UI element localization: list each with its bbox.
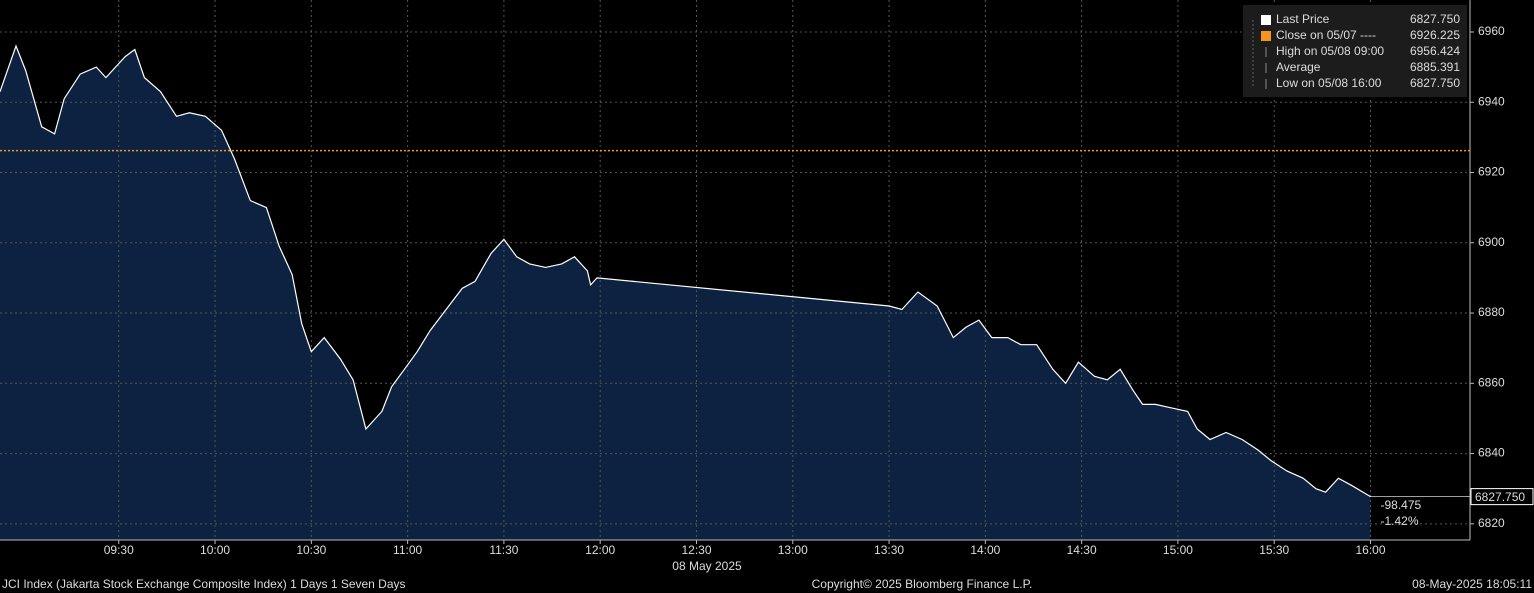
y-tick-label: 6840 [1478,446,1505,460]
y-tick-label: 6820 [1478,516,1505,530]
x-tick-label: 09:30 [104,543,134,557]
change-label: -1.42% [1381,514,1419,528]
x-tick-label: 10:00 [200,543,230,557]
legend-value: 6885.391 [1410,60,1460,74]
x-tick-label: 14:30 [1067,543,1097,557]
y-tick-label: 6900 [1478,235,1505,249]
legend-name: Last Price [1276,12,1330,26]
last-price-tag [1470,488,1534,506]
y-tick-label: 6880 [1478,305,1505,319]
plot [0,0,1470,540]
x-tick-label: 13:30 [874,543,904,557]
legend-name: High on 05/08 09:00 [1276,44,1384,58]
legend-name: Average [1276,60,1321,74]
price-line [0,44,1371,498]
x-tick-label: 16:00 [1355,543,1385,557]
footer-left: JCI Index (Jakarta Stock Exchange Compos… [2,577,406,591]
legend-swatch [1261,15,1271,25]
y-tick-label: 6920 [1478,165,1505,179]
x-tick-label: 10:30 [296,543,326,557]
footer-center: Copyright© 2025 Bloomberg Finance L.P. [812,577,1033,591]
legend-box [1243,5,1467,97]
legend-value: 6956.424 [1410,44,1460,58]
y-tick-label: 6860 [1478,375,1505,389]
x-axis-label: 08 May 2025 [672,559,742,573]
x-tick-label: 13:00 [778,543,808,557]
x-tick-label: 12:30 [681,543,711,557]
y-tick-label: 6940 [1478,94,1505,108]
x-tick-label: 15:30 [1259,543,1289,557]
legend-swatch [1261,31,1271,41]
legend-value: 6827.750 [1410,76,1460,90]
x-tick-label: 14:00 [970,543,1000,557]
legend-name: Close on 05/07 ---- [1276,28,1376,42]
change-label: -98.475 [1381,498,1422,512]
y-tick-label: 6960 [1478,24,1505,38]
last-price-label: 6827.750 [1475,490,1525,504]
x-tick-label: 11:00 [393,543,422,557]
area-fill [0,46,1371,540]
footer-right: 08-May-2025 18:05:11 [1412,577,1532,591]
legend-name: Low on 05/08 16:00 [1276,76,1382,90]
x-tick-label: 12:00 [585,543,615,557]
x-tick-label: 15:00 [1163,543,1193,557]
legend-value: 6926.225 [1410,28,1460,42]
x-tick-label: 11:30 [489,543,518,557]
legend-value: 6827.750 [1410,12,1460,26]
